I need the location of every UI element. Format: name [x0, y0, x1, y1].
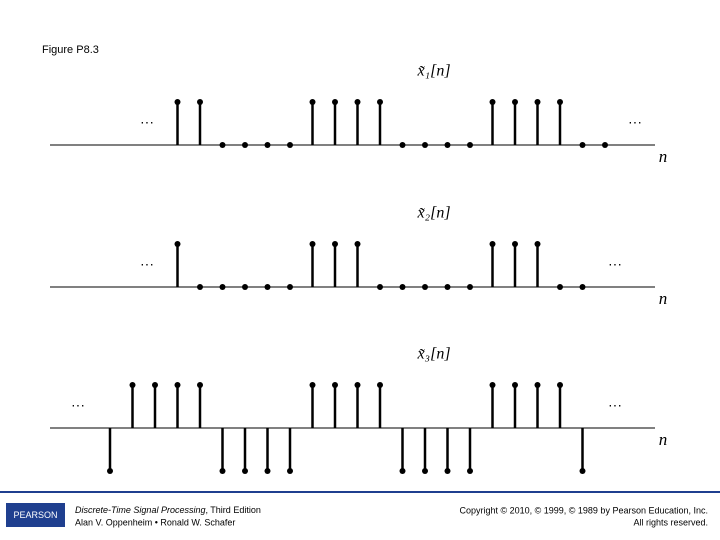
copyright: Copyright © 2010, © 1999, © 1989 by Pear… [459, 505, 708, 515]
stem-head [512, 241, 518, 247]
stem-head [579, 284, 586, 290]
ellipsis: ··· [608, 256, 622, 272]
stem-head [467, 142, 473, 148]
ellipsis: ··· [140, 114, 154, 130]
stem-head [174, 382, 181, 388]
stem-head [174, 241, 181, 247]
stem-head [512, 99, 518, 105]
stem-head [309, 241, 316, 247]
stem-head [287, 468, 293, 474]
stem-head [399, 142, 406, 148]
stem-head [512, 382, 518, 388]
stem-head [309, 382, 316, 388]
stem-head [197, 284, 203, 290]
stem-head [264, 468, 271, 474]
stem-head [332, 241, 338, 247]
rights: All rights reserved. [633, 517, 708, 527]
edition: , Third Edition [205, 505, 260, 515]
stem-head [377, 284, 383, 290]
stem-head [242, 284, 248, 290]
book-line: Discrete-Time Signal Processing, Third E… [75, 505, 261, 515]
stem-head [422, 142, 428, 148]
stem-head [174, 99, 181, 105]
stem-head [287, 284, 293, 290]
authors: Alan V. Oppenheim • Ronald W. Schafer [75, 517, 235, 527]
stem-head [242, 468, 248, 474]
stem-head [287, 142, 293, 148]
stem-head [467, 284, 473, 290]
stem-head [332, 382, 338, 388]
stem-head [219, 142, 226, 148]
stem-head [399, 468, 406, 474]
stem-head [377, 382, 383, 388]
stem-head [354, 241, 361, 247]
stem-head [152, 382, 158, 388]
chart-title: x̃₃[n] [416, 346, 450, 363]
axis-label: n [659, 430, 668, 449]
figure-label: Figure P8.3 [42, 44, 99, 56]
stem-head [197, 99, 203, 105]
stem-head [534, 241, 541, 247]
chart-title: x̃₂[n] [416, 205, 450, 222]
axis-label: n [659, 147, 668, 166]
stem-head [579, 142, 586, 148]
ellipsis: ··· [608, 397, 622, 413]
stem-head [489, 99, 496, 105]
stem-head [422, 468, 428, 474]
stem-head [242, 142, 248, 148]
ellipsis: ··· [628, 114, 642, 130]
axis-label: n [659, 289, 668, 308]
stem-head [444, 142, 451, 148]
logo-box [6, 503, 65, 527]
stem-head [557, 99, 563, 105]
stem-head [489, 382, 496, 388]
stem-head [557, 284, 563, 290]
stem-head [489, 241, 496, 247]
stem-head [444, 284, 451, 290]
logo: PEARSON [13, 510, 57, 520]
stem-head [197, 382, 203, 388]
stem-head [309, 99, 316, 105]
stem-head [107, 468, 113, 474]
stem-head [557, 382, 563, 388]
stem-head [579, 468, 586, 474]
stem-head [534, 382, 541, 388]
ellipsis: ··· [71, 397, 85, 413]
stem-head [422, 284, 428, 290]
stem-head [354, 382, 361, 388]
stem-head [219, 284, 226, 290]
stem-head [264, 284, 271, 290]
stem-head [219, 468, 226, 474]
stem-head [354, 99, 361, 105]
chart-title: x̃₁[n] [416, 63, 450, 80]
stem-head [602, 142, 608, 148]
stem-head [332, 99, 338, 105]
stem-head [377, 99, 383, 105]
stem-head [467, 468, 473, 474]
stem-head [444, 468, 451, 474]
stem-head [264, 142, 271, 148]
stem-head [534, 99, 541, 105]
stem-head [399, 284, 406, 290]
ellipsis: ··· [140, 256, 154, 272]
book-title: Discrete-Time Signal Processing [75, 505, 205, 515]
stem-head [129, 382, 136, 388]
